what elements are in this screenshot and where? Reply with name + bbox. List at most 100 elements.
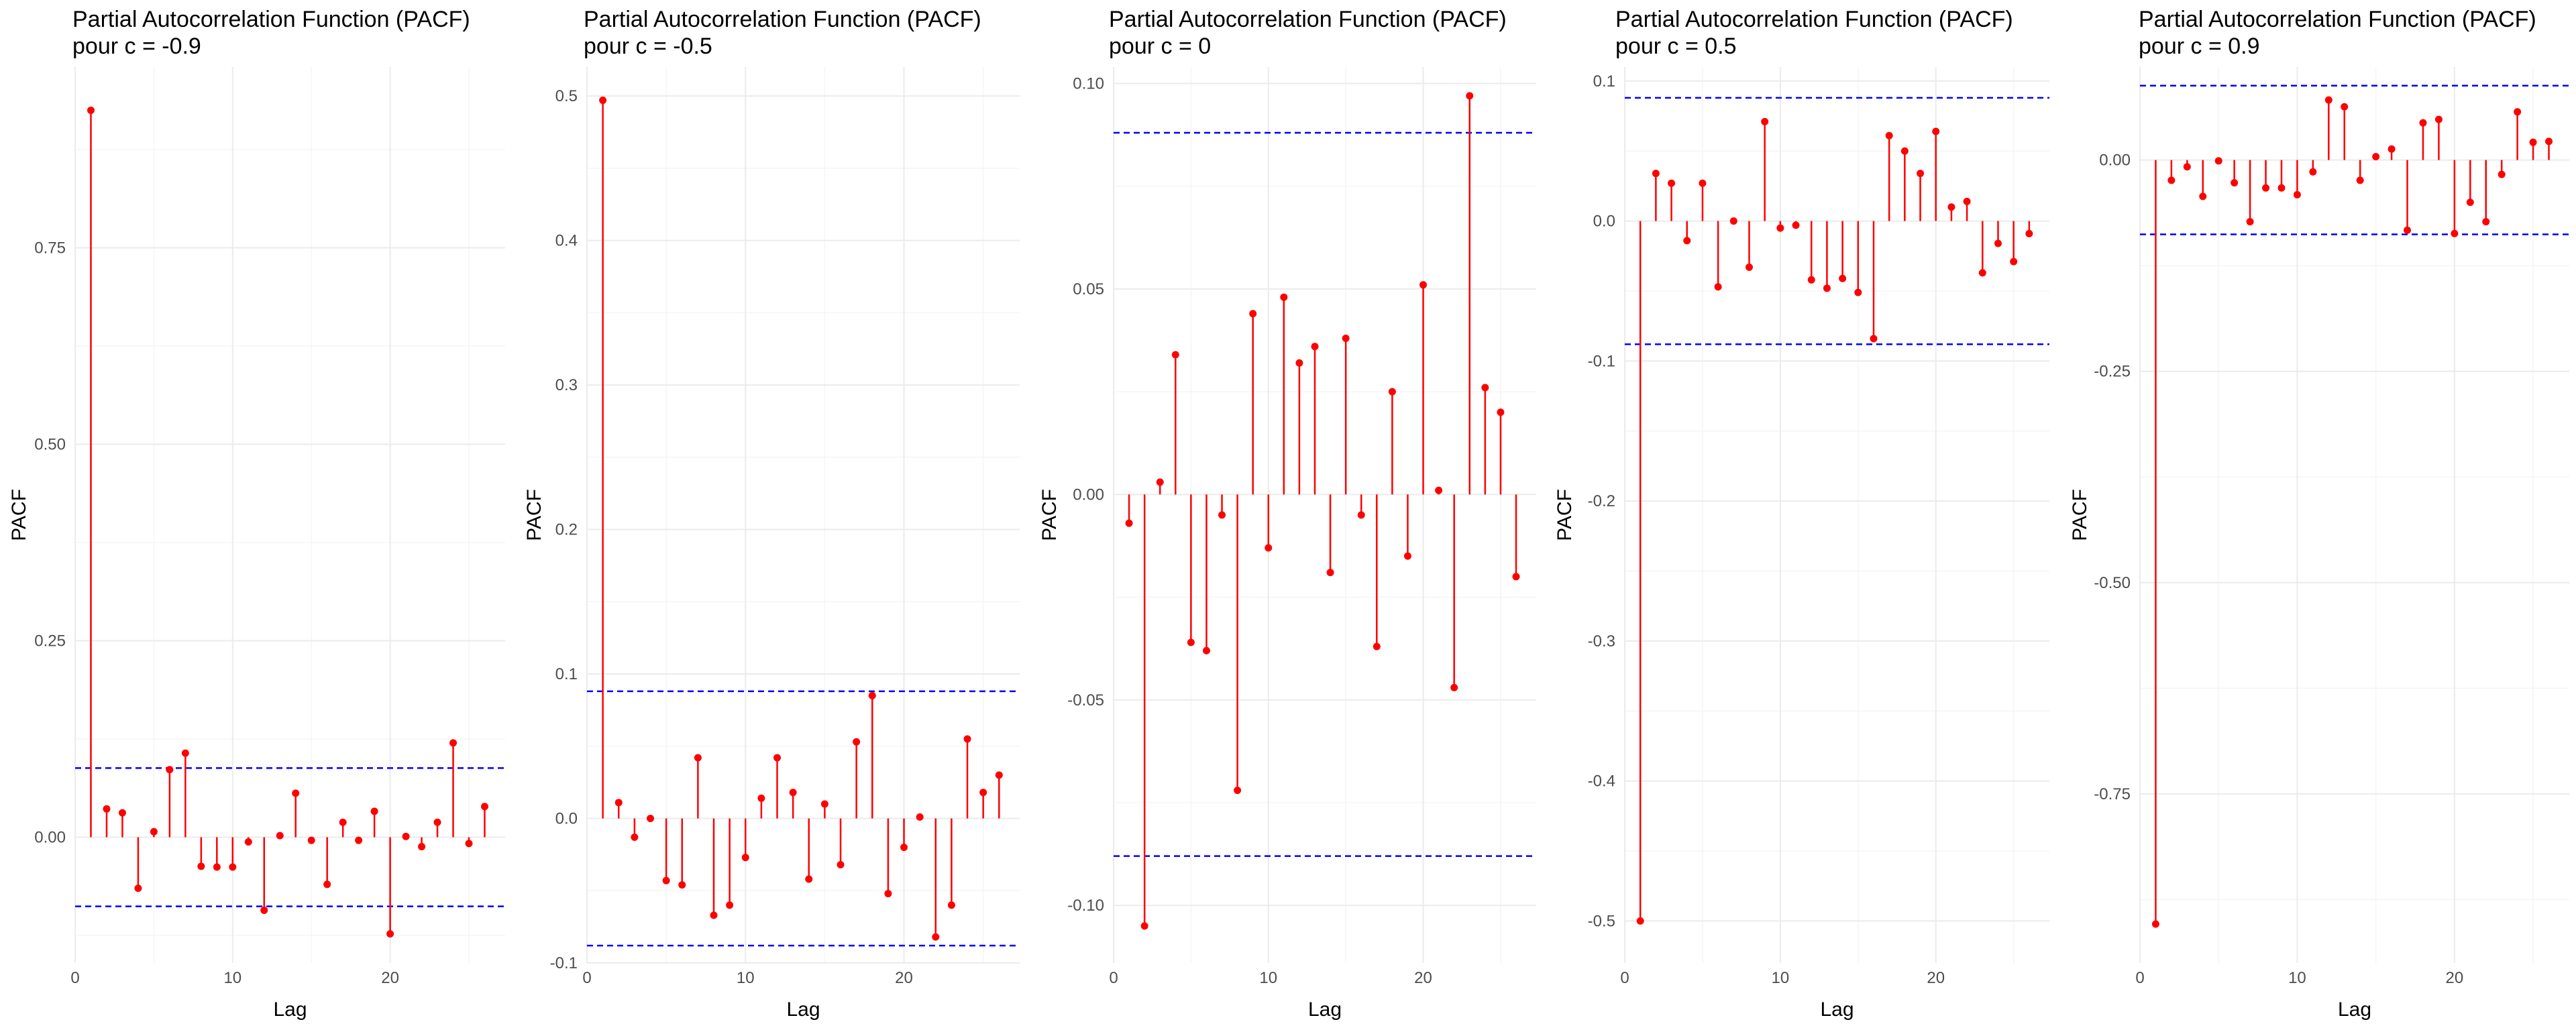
pacf-point xyxy=(1900,147,1909,155)
x-tick-label: 10 xyxy=(1772,969,1790,987)
x-axis-title: Lag xyxy=(273,998,307,1021)
pacf-point xyxy=(2356,176,2364,184)
pacf-point xyxy=(1994,239,2002,247)
y-tick-label: -0.4 xyxy=(1588,772,1615,791)
grid xyxy=(1113,67,1536,963)
pacf-point xyxy=(837,860,845,868)
y-tick-label: 0.3 xyxy=(555,376,578,394)
x-tick-label: 20 xyxy=(381,969,399,987)
pacf-panel-4: -0.5 -0.4 -0.3 -0.2 -0.1 0.0 0.1 0 10 20 Lag PACF Pa… xyxy=(1554,7,2049,1021)
pacf-point xyxy=(1202,646,1210,654)
pacf-point xyxy=(480,803,488,811)
pacf-point xyxy=(1373,642,1381,650)
panel-subtitle: pour c = 0 xyxy=(1109,34,1211,59)
panel-subtitle: pour c = -0.9 xyxy=(72,34,201,59)
y-tick-label: -0.1 xyxy=(1588,352,1615,370)
pacf-point xyxy=(2277,184,2286,192)
y-axis-title: PACF xyxy=(1554,489,1576,541)
pacf-point xyxy=(1140,922,1148,930)
pacf-point xyxy=(1839,274,1847,282)
pacf-point xyxy=(2466,198,2474,207)
pacf-point xyxy=(323,880,331,889)
pacf-panel-3: -0.10 -0.05 0.00 0.05 0.10 0 10 20 Lag PACF Partia… xyxy=(1038,7,1536,1021)
pacf-point xyxy=(2199,192,2207,201)
pacf-point xyxy=(134,884,142,893)
pacf-point xyxy=(150,827,158,836)
x-tick-label: 0 xyxy=(2135,969,2144,987)
y-tick-label: -0.2 xyxy=(1588,492,1615,510)
pacf-point xyxy=(726,901,734,909)
y-tick-label: 0.10 xyxy=(1073,75,1104,93)
pacf-point xyxy=(2372,153,2380,161)
pacf-point xyxy=(1885,131,1893,139)
panel-subtitle: pour c = 0.9 xyxy=(2139,34,2260,59)
pacf-point xyxy=(197,862,205,870)
pacf-point xyxy=(433,818,441,826)
pacf-point xyxy=(805,875,813,883)
pacf-point xyxy=(1963,197,1971,205)
pacf-point xyxy=(789,789,797,797)
pacf-point xyxy=(614,799,623,807)
pacf-point xyxy=(820,800,828,808)
y-tick-label: -0.1 xyxy=(550,954,578,972)
pacf-point xyxy=(166,766,174,774)
panel-subtitle: pour c = 0.5 xyxy=(1615,34,1737,59)
pacf-point xyxy=(947,901,955,909)
pacf-point xyxy=(292,789,300,797)
pacf-point xyxy=(678,881,686,889)
grid xyxy=(1624,67,2049,963)
pacf-point xyxy=(1932,127,1940,135)
panel-subtitle: pour c = -0.5 xyxy=(584,34,712,59)
pacf-point xyxy=(963,735,971,743)
pacf-point xyxy=(1357,511,1365,519)
pacf-point xyxy=(1823,284,1831,292)
pacf-point xyxy=(2341,103,2349,111)
pacf-point xyxy=(87,106,95,114)
pacf-point xyxy=(2482,218,2490,226)
x-axis-title: Lag xyxy=(786,998,820,1021)
x-tick-label: 20 xyxy=(2446,969,2464,987)
pacf-panel-2: -0.1 0.0 0.1 0.2 0.3 0.4 0.5 0 10 20 Lag PACF Partia… xyxy=(523,7,1020,1021)
panel-title: Partial Autocorrelation Function (PACF) xyxy=(1109,7,1507,32)
pacf-point xyxy=(1265,544,1273,552)
pacf-point xyxy=(1187,638,1195,646)
pacf-point xyxy=(995,771,1003,779)
pacf-point xyxy=(1497,408,1505,416)
pacf-point xyxy=(1854,288,1862,296)
x-tick-label: 10 xyxy=(223,969,241,987)
panel-title: Partial Autocorrelation Function (PACF) xyxy=(584,7,981,32)
x-tick-label: 0 xyxy=(1109,969,1118,987)
pacf-point xyxy=(2151,920,2159,928)
pacf-point xyxy=(1699,179,1707,187)
y-tick-label: -0.25 xyxy=(2094,363,2131,381)
pacf-point xyxy=(1218,511,1226,519)
pacf-point xyxy=(710,911,718,919)
pacf-point xyxy=(2498,170,2506,178)
pacf-point xyxy=(2404,226,2412,234)
grid xyxy=(74,67,505,963)
y-tick-label: 0.5 xyxy=(555,87,578,105)
x-tick-label: 10 xyxy=(737,969,755,987)
pacf-point xyxy=(244,838,252,846)
pacf-point xyxy=(370,807,378,815)
pacf-point xyxy=(979,789,987,797)
pacf-point xyxy=(647,815,655,823)
pacf-point xyxy=(1295,359,1303,367)
pacf-point xyxy=(103,805,111,813)
pacf-point xyxy=(465,840,473,848)
x-axis-title: Lag xyxy=(1308,998,1342,1021)
pacf-point xyxy=(2451,229,2459,237)
y-tick-label: 0.2 xyxy=(555,521,578,539)
pacf-point xyxy=(1280,293,1288,301)
pacf-panel-5: -0.75 -0.50 -0.25 0.00 0 10 20 Lag PACF Partial A… xyxy=(2069,7,2569,1021)
pacf-point xyxy=(1683,237,1691,245)
pacf-point xyxy=(1156,478,1164,486)
pacf-point xyxy=(449,739,458,747)
panel-title: Partial Autocorrelation Function (PACF) xyxy=(1615,7,2013,32)
pacf-point xyxy=(1342,334,1350,342)
panel-title: Partial Autocorrelation Function (PACF) xyxy=(72,7,470,32)
pacf-point xyxy=(662,876,670,884)
pacf-point xyxy=(386,930,394,938)
pacf-point xyxy=(1435,486,1443,494)
pacf-point xyxy=(884,890,892,898)
